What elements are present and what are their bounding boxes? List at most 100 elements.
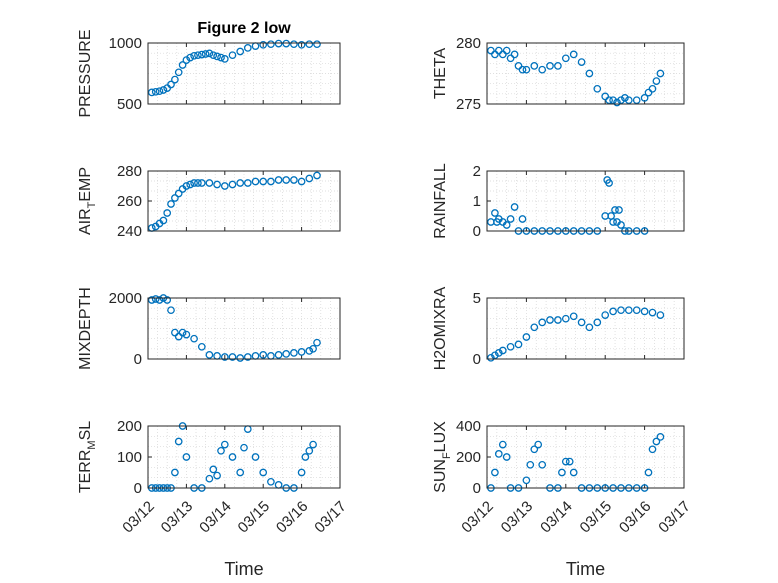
data-point — [617, 96, 625, 105]
data-point — [640, 307, 649, 316]
grid — [148, 171, 340, 231]
data-point — [305, 40, 314, 49]
y-tick-label: 1000 — [109, 35, 142, 52]
data-point — [526, 460, 535, 469]
y-axis-label: H2OMIXRA — [432, 286, 449, 370]
axes-frame — [486, 42, 685, 105]
y-tick-label: 200 — [456, 449, 481, 466]
y-tick-label: 0 — [134, 480, 142, 497]
grid — [487, 43, 684, 104]
grid — [148, 298, 340, 359]
data-point — [274, 351, 283, 359]
y-tick-label: 100 — [117, 449, 142, 466]
data-point — [243, 353, 252, 361]
data-point — [491, 468, 499, 477]
data-point — [217, 446, 225, 455]
y-tick-label: 0 — [134, 351, 142, 368]
data-point — [297, 468, 306, 477]
data-point — [228, 180, 237, 189]
data-point — [236, 468, 245, 477]
data-point — [159, 216, 168, 225]
y-axis-label-subscript: T — [86, 201, 98, 208]
subplot-2: 275 280 THETA — [432, 35, 685, 113]
subplot-3: 240 260 280 AIRTEMP — [77, 163, 341, 240]
axes-frame — [147, 170, 341, 232]
data-point — [522, 476, 531, 485]
data-point — [174, 332, 183, 341]
data-point — [163, 209, 172, 217]
data-point — [174, 437, 183, 446]
data-point — [498, 346, 507, 355]
data-point — [236, 354, 245, 362]
x-tick-label: 03/14 — [196, 498, 235, 537]
y-axis-label: PRESSURE — [77, 29, 94, 117]
data-point — [593, 84, 602, 93]
data-point — [174, 68, 183, 77]
data-point — [167, 306, 175, 315]
data-point — [632, 96, 641, 105]
data-point — [617, 306, 625, 315]
data-point — [624, 306, 633, 315]
data-point — [240, 443, 248, 452]
data-point — [282, 176, 291, 184]
data-point — [309, 440, 317, 449]
data-point — [510, 203, 519, 211]
data-point — [290, 40, 298, 49]
data-point — [491, 209, 499, 217]
y-tick-label: 400 — [456, 418, 481, 435]
data-point — [656, 433, 665, 441]
data-point — [163, 296, 172, 304]
grid — [148, 43, 340, 104]
axes-frame — [486, 297, 685, 360]
data-point — [290, 349, 298, 357]
data-point — [494, 450, 503, 458]
y-tick-label: 2 — [473, 163, 481, 180]
data-point — [613, 98, 621, 107]
data-point — [305, 174, 314, 183]
data-point — [498, 50, 507, 59]
grid — [487, 426, 684, 488]
data-point — [251, 177, 260, 186]
data-point — [209, 465, 218, 474]
data-point — [514, 62, 523, 70]
x-tick-label: 03/13 — [158, 498, 197, 537]
data-point — [190, 334, 198, 343]
data-point — [251, 453, 260, 461]
data-point — [644, 468, 653, 477]
data-point — [155, 87, 164, 96]
data-point — [558, 468, 566, 477]
axes-frame — [486, 170, 685, 232]
axes-frame — [147, 42, 341, 105]
data-point — [605, 96, 613, 105]
data-point — [538, 318, 547, 327]
data-point — [205, 179, 214, 187]
data-point — [243, 179, 252, 187]
data-point — [228, 453, 237, 461]
data-point — [530, 62, 539, 70]
y-axis-label: TERRMSL — [77, 421, 98, 493]
subplot-4: 0 1 2 RAINFALL — [432, 163, 685, 240]
data-point — [297, 177, 306, 186]
data-point — [186, 180, 195, 189]
data-point — [577, 58, 586, 66]
data-point — [167, 80, 175, 89]
data-point — [167, 200, 175, 208]
data-point — [502, 453, 511, 461]
data-point — [205, 474, 214, 483]
subplot-6: 0 5 H2OMIXRA — [432, 286, 685, 370]
y-tick-label: 5 — [473, 290, 481, 307]
data-point — [609, 218, 617, 226]
data-point — [522, 65, 531, 74]
y-axis-label-subscript: F — [441, 452, 453, 459]
series-points — [487, 46, 665, 107]
data-point — [491, 351, 499, 360]
data-point — [494, 349, 503, 357]
data-point — [502, 221, 511, 229]
y-tick-label: 0 — [473, 223, 481, 240]
data-point — [267, 177, 275, 186]
data-point — [197, 50, 206, 59]
data-point — [267, 477, 275, 486]
data-point — [174, 189, 183, 198]
x-tick-label: 03/15 — [577, 498, 616, 537]
